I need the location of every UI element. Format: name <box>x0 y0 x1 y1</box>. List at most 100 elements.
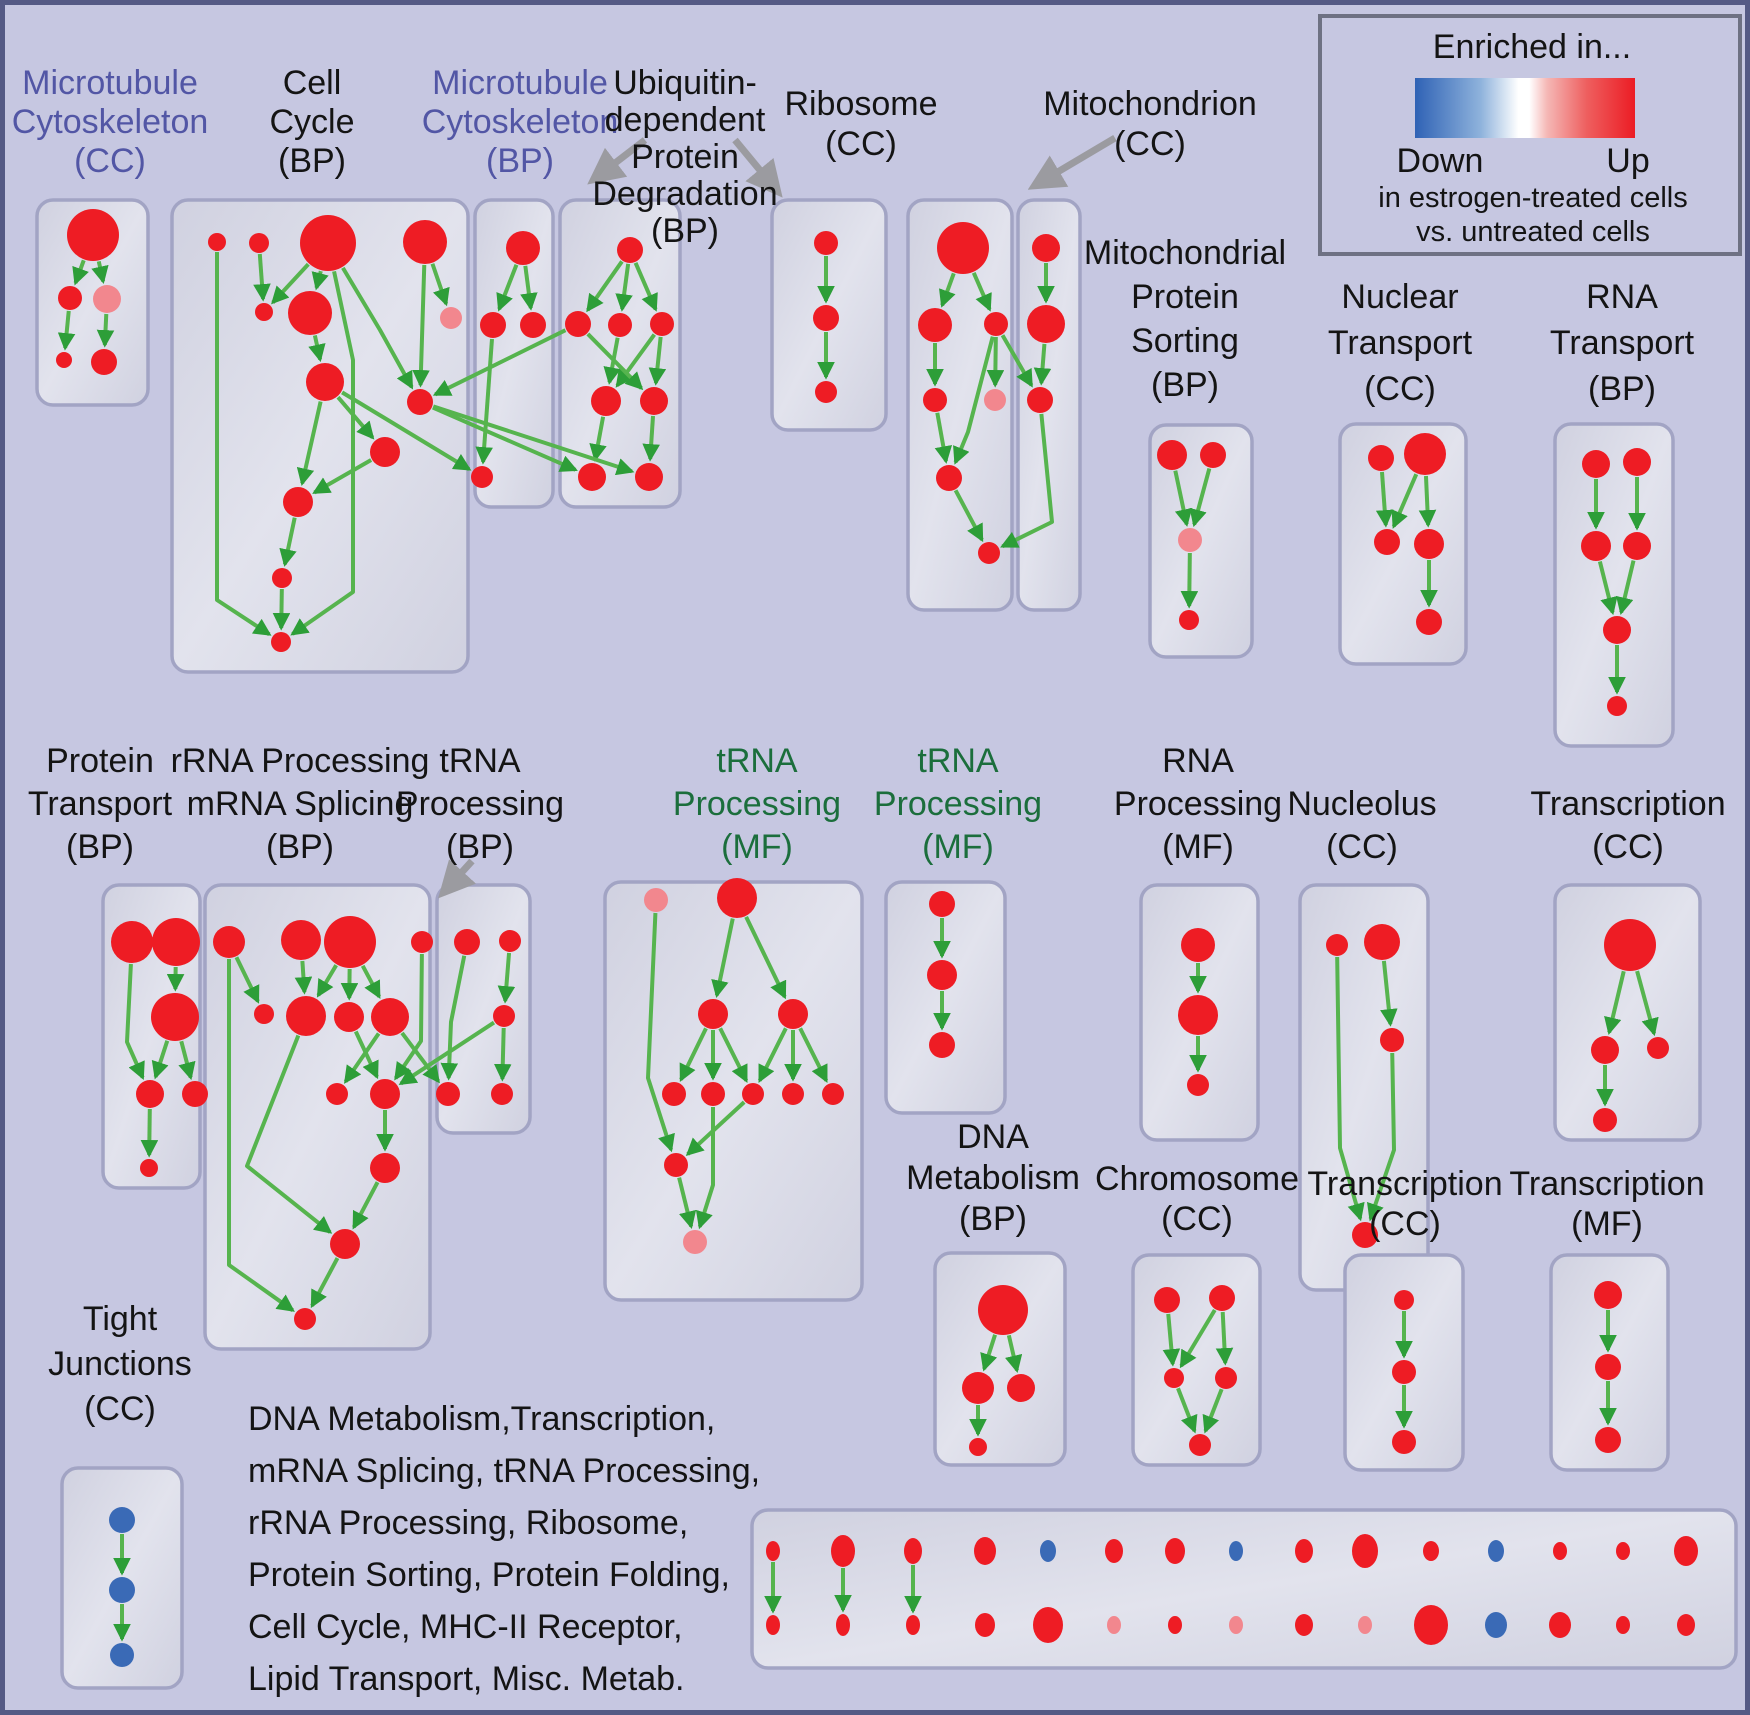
relation-arrow <box>308 335 326 363</box>
go-term-node <box>254 1004 274 1024</box>
relation-arrow <box>400 1031 440 1084</box>
group-labels: MicrotubuleCytoskeleton(CC)CellCycle(BP)… <box>12 64 1726 1428</box>
relation-edges <box>57 252 1659 1642</box>
group-label: dependent <box>605 101 766 139</box>
go-term-node <box>440 307 462 329</box>
go-term-node <box>1181 928 1215 962</box>
relation-arrow <box>1162 1313 1181 1367</box>
go-term-node <box>1027 305 1065 343</box>
legend-subtitle-1: in estrogen-treated cells <box>1378 182 1688 214</box>
go-term-node <box>929 1032 955 1058</box>
relation-arrow <box>1180 552 1199 609</box>
go-term-node <box>1404 433 1446 475</box>
group-label: Cell <box>283 64 342 102</box>
relation-arrow <box>432 404 635 476</box>
group-label: Transcription <box>1509 1165 1704 1203</box>
group-label: Processing <box>673 785 841 823</box>
go-term-node <box>1040 1540 1056 1562</box>
go-term-node <box>491 1083 513 1105</box>
go-term-node <box>255 303 273 321</box>
go-term-node <box>1392 1360 1416 1384</box>
go-term-node <box>407 389 433 415</box>
go-term-node <box>1215 1367 1237 1389</box>
relation-arrow <box>586 332 644 391</box>
group-label: Ribosome <box>784 85 937 123</box>
go-term-node <box>67 209 119 261</box>
relation-arrow <box>341 266 414 390</box>
relation-arrow <box>679 1027 708 1082</box>
relation-arrow <box>96 313 115 348</box>
relation-arrow <box>646 912 675 1153</box>
go-term-node <box>1179 610 1199 630</box>
relation-arrow <box>934 412 953 464</box>
relation-arrow <box>72 259 89 286</box>
relation-arrow <box>1189 467 1212 528</box>
go-term-node <box>1164 1368 1184 1388</box>
group-label: Protein <box>631 138 739 176</box>
go-term-node <box>1623 448 1651 476</box>
group-label: (MF) <box>721 828 793 866</box>
go-term-node <box>152 918 200 966</box>
group-label: (CC) <box>1592 828 1664 866</box>
go-term-node <box>918 308 952 342</box>
misc-categories-text: Cell Cycle, MHC-II Receptor, <box>248 1608 683 1646</box>
group-label: (CC) <box>1369 1205 1441 1243</box>
go-term-node <box>1157 440 1187 470</box>
relation-arrow <box>695 1107 715 1230</box>
relation-arrow <box>296 401 323 487</box>
relation-arrow <box>798 1027 829 1083</box>
relation-arrow <box>432 405 578 472</box>
go-term-node <box>300 215 356 271</box>
go-term-node <box>281 920 321 960</box>
relation-arrow <box>718 1027 749 1083</box>
group-label: (BP) <box>486 142 554 180</box>
group-label: tRNA <box>439 742 521 780</box>
go-term-node <box>109 1577 135 1603</box>
group-label: Degradation <box>592 175 777 213</box>
go-term-node <box>306 363 344 401</box>
go-term-node <box>766 1541 780 1561</box>
relation-arrow <box>398 1020 496 1086</box>
group-label: Nuclear <box>1341 278 1458 316</box>
go-term-node <box>506 231 540 265</box>
go-term-node <box>1488 1540 1504 1562</box>
go-term-node <box>662 1082 686 1106</box>
relation-arrow <box>294 960 313 995</box>
go-term-node <box>1105 1539 1123 1563</box>
group-label: tRNA <box>917 742 999 780</box>
go-term-node <box>213 926 245 958</box>
go-term-node <box>493 1005 515 1027</box>
group-label: (BP) <box>446 828 514 866</box>
go-term-node <box>742 1083 764 1105</box>
group-label: Transport <box>1328 324 1473 362</box>
go-term-node <box>1594 1281 1622 1309</box>
go-term-node <box>1209 1285 1235 1311</box>
go-term-node <box>91 349 117 375</box>
go-term-node <box>326 1083 348 1105</box>
go-term-node <box>962 1372 994 1404</box>
go-term-node <box>1007 1374 1035 1402</box>
relation-arrow <box>986 336 1005 388</box>
group-label: Cytoskeleton <box>422 103 619 141</box>
group-label: Protein <box>46 742 154 780</box>
relation-arrow <box>430 263 450 307</box>
group-boxes <box>35 198 1738 1690</box>
go-term-node <box>56 352 72 368</box>
relation-arrow <box>1000 334 1034 388</box>
misc-categories-text: Protein Sorting, Protein Folding, <box>248 1556 730 1594</box>
group-label: (MF) <box>1571 1205 1643 1243</box>
relation-arrow <box>757 1027 788 1083</box>
relation-arrow <box>1215 1311 1234 1366</box>
relation-arrow <box>360 964 381 1000</box>
group-label: Mitochondrion <box>1043 85 1257 123</box>
relation-arrow <box>1375 471 1394 528</box>
group-label: (CC) <box>74 142 146 180</box>
group-box-tcc2 <box>1553 883 1702 1142</box>
go-term-node <box>520 312 546 338</box>
relation-arrow <box>394 953 424 1081</box>
relation-arrow <box>1635 970 1659 1037</box>
go-term-node <box>814 231 838 255</box>
go-term-node <box>927 960 957 990</box>
relation-arrow <box>1604 970 1626 1036</box>
